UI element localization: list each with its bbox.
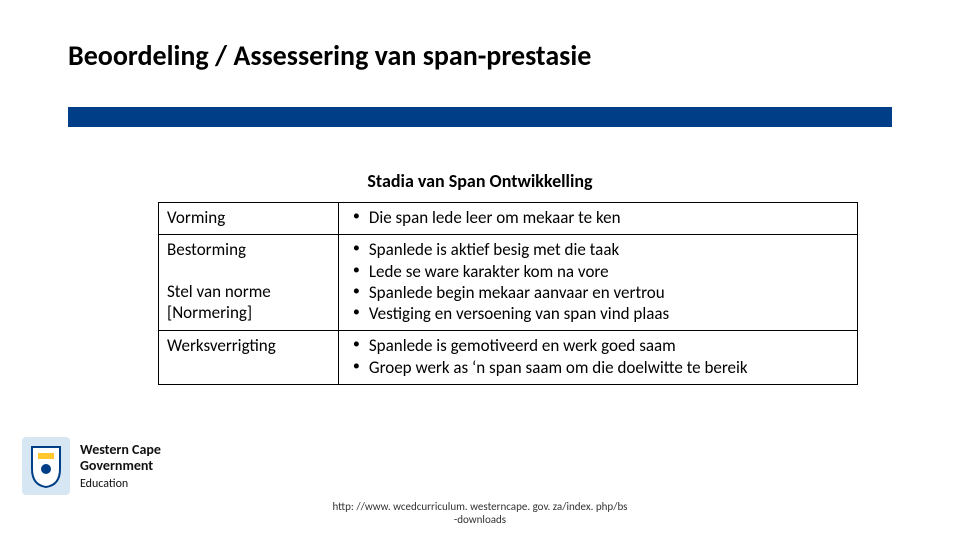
footer-url-line1: http: //www. wcedcurriculum. westerncape… — [333, 500, 628, 513]
bullet-list: Spanlede is aktief besig met die taak Le… — [347, 239, 849, 324]
list-item: Spanlede is aktief besig met die taak — [347, 239, 849, 260]
list-item: Lede se ware karakter kom na vore — [347, 261, 849, 282]
footer-url-line2: -downloads — [454, 513, 506, 526]
stages-table: Vorming Die span lede leer om mekaar te … — [158, 202, 858, 385]
list-item: Groep werk as ‘n span saam om die doelwi… — [347, 357, 849, 378]
desc-cell: Spanlede is gemotiveerd en werk goed saa… — [338, 331, 857, 385]
footer-url: http: //www. wcedcurriculum. westerncape… — [0, 500, 960, 526]
stage-label-blank — [167, 260, 330, 281]
table-row: Werksverrigting Spanlede is gemotiveerd … — [159, 331, 858, 385]
stage-label: Stel van norme — [167, 281, 330, 302]
slide: Beoordeling / Assessering van span-prest… — [0, 0, 960, 540]
list-item: Die span lede leer om mekaar te ken — [347, 207, 849, 228]
logo-block: Western Cape Government Education — [22, 432, 212, 502]
stage-cell: Vorming — [159, 203, 339, 235]
stage-cell: Bestorming Stel van norme [Normering] — [159, 235, 339, 331]
list-item: Spanlede is gemotiveerd en werk goed saa… — [347, 335, 849, 356]
shield-icon — [30, 445, 62, 489]
stage-label: Werksverrigting — [167, 335, 276, 356]
table-row: Vorming Die span lede leer om mekaar te … — [159, 203, 858, 235]
logo-text: Western Cape Government Education — [80, 442, 161, 492]
table-row: Bestorming Stel van norme [Normering] Sp… — [159, 235, 858, 331]
stage-label: [Normering] — [167, 302, 330, 323]
logo-line1: Western Cape — [80, 442, 161, 458]
bullet-list: Spanlede is gemotiveerd en werk goed saa… — [347, 335, 849, 378]
page-title: Beoordeling / Assessering van span-prest… — [68, 38, 591, 73]
list-item: Spanlede begin mekaar aanvaar en vertrou — [347, 282, 849, 303]
table-heading: Stadia van Span Ontwikkelling — [0, 170, 960, 192]
stage-cell: Werksverrigting — [159, 331, 339, 385]
crest-wrap — [22, 441, 70, 493]
list-item: Vestiging en versoening van span vind pl… — [347, 303, 849, 324]
stage-label: Bestorming — [167, 239, 330, 260]
title-underline-bar — [68, 107, 892, 127]
desc-cell: Spanlede is aktief besig met die taak Le… — [338, 235, 857, 331]
bullet-list: Die span lede leer om mekaar te ken — [347, 207, 849, 228]
desc-cell: Die span lede leer om mekaar te ken — [338, 203, 857, 235]
logo-line2: Government — [80, 458, 161, 474]
logo-dept: Education — [80, 478, 161, 492]
stage-label: Vorming — [167, 207, 225, 228]
